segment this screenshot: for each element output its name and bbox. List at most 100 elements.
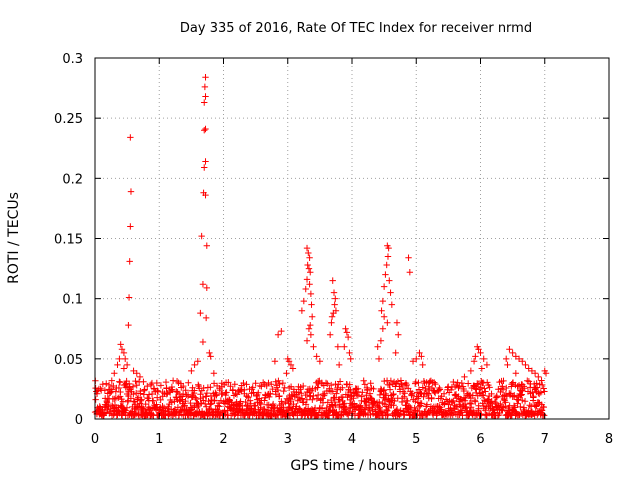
baseline-point	[503, 384, 510, 392]
baseline-point	[92, 396, 99, 403]
x-tick-label: 1	[155, 432, 163, 447]
data-point	[125, 294, 133, 301]
baseline-point	[306, 393, 314, 400]
baseline-point	[163, 385, 170, 392]
data-point	[136, 373, 144, 381]
baseline-point	[331, 394, 338, 401]
baseline-point	[191, 387, 198, 394]
baseline-point	[333, 408, 340, 416]
data-point	[385, 244, 392, 252]
baseline-point	[376, 404, 383, 411]
baseline-point	[272, 391, 280, 398]
data-point	[378, 307, 385, 314]
baseline-point	[104, 406, 111, 414]
data-point	[341, 343, 348, 350]
baseline-point	[472, 398, 479, 405]
data-point	[265, 379, 272, 387]
baseline-point	[273, 384, 281, 391]
x-tick-label: 6	[476, 432, 484, 447]
data-point	[306, 281, 313, 288]
baseline-point	[521, 385, 528, 392]
baseline-point	[276, 392, 283, 400]
baseline-point	[517, 387, 525, 395]
x-tick-label: 2	[219, 432, 227, 447]
data-point	[116, 355, 123, 363]
baseline-point	[278, 400, 286, 408]
baseline-point	[247, 400, 254, 407]
data-point	[303, 276, 311, 283]
baseline-point	[184, 391, 192, 398]
data-point	[194, 358, 201, 365]
baseline-point	[423, 401, 431, 408]
baseline-point	[275, 377, 282, 384]
x-tick-label: 3	[284, 432, 292, 447]
data-point	[509, 379, 516, 387]
data-point	[477, 349, 484, 357]
data-point	[283, 370, 290, 377]
x-axis-title: GPS time / hours	[290, 458, 407, 474]
baseline-point	[480, 392, 487, 399]
baseline-point	[300, 382, 307, 390]
baseline-point	[192, 394, 199, 401]
baseline-point	[500, 377, 507, 385]
data-point	[199, 281, 207, 288]
baseline-point	[339, 384, 346, 391]
baseline-point	[436, 386, 444, 393]
data-point	[118, 346, 126, 353]
axis-ticks: 0 1 2 3 4 5 6 7 8 0 0.05 0.1 0.15 0.2 0.25 0.3	[54, 52, 613, 447]
baseline-point	[203, 393, 210, 400]
baseline-point	[384, 407, 391, 415]
baseline-point	[394, 378, 402, 385]
baseline-point	[154, 387, 161, 394]
baseline-point	[472, 385, 479, 392]
baseline-point	[219, 390, 226, 398]
baseline-point	[475, 405, 482, 412]
baseline-point	[185, 379, 192, 386]
baseline-point	[153, 379, 161, 387]
baseline-point	[150, 385, 158, 393]
baseline-point	[521, 398, 529, 405]
baseline-point	[507, 390, 515, 397]
baseline-point	[391, 397, 398, 405]
baseline-point	[403, 381, 411, 389]
baseline-point	[144, 382, 151, 390]
baseline-point	[230, 392, 238, 399]
baseline-point	[533, 384, 541, 391]
data-point	[342, 325, 349, 332]
baseline-point	[332, 380, 339, 388]
baseline-point	[435, 403, 443, 410]
baseline-point	[108, 386, 116, 393]
data-point	[111, 370, 118, 377]
baseline-point	[130, 390, 137, 398]
data-point	[379, 325, 387, 332]
data-point	[419, 361, 426, 369]
baseline-point	[103, 380, 110, 387]
x-tick-label: 7	[541, 432, 549, 447]
baseline-point	[370, 385, 377, 393]
baseline-point	[398, 380, 405, 388]
baseline-point	[252, 380, 259, 387]
data-point	[298, 307, 306, 314]
data-point	[271, 358, 279, 365]
data-point	[201, 164, 208, 171]
baseline-point	[127, 395, 135, 402]
baseline-point	[231, 381, 238, 388]
data-point	[305, 325, 313, 332]
baseline-point	[108, 377, 115, 384]
baseline-point	[363, 386, 371, 394]
data-point	[503, 355, 510, 363]
baseline-point	[268, 381, 275, 388]
y-tick-label: 0.1	[62, 293, 83, 308]
baseline-point	[140, 378, 147, 385]
data-point	[506, 346, 513, 353]
data-point	[313, 353, 320, 360]
baseline-point	[359, 389, 366, 396]
data-point	[199, 338, 207, 346]
data-point	[525, 365, 532, 372]
baseline-point	[310, 392, 317, 400]
baseline-point	[207, 384, 214, 391]
baseline-point	[332, 402, 339, 409]
baseline-point	[163, 390, 170, 398]
baseline-point	[493, 393, 501, 401]
baseline-point	[237, 398, 244, 405]
